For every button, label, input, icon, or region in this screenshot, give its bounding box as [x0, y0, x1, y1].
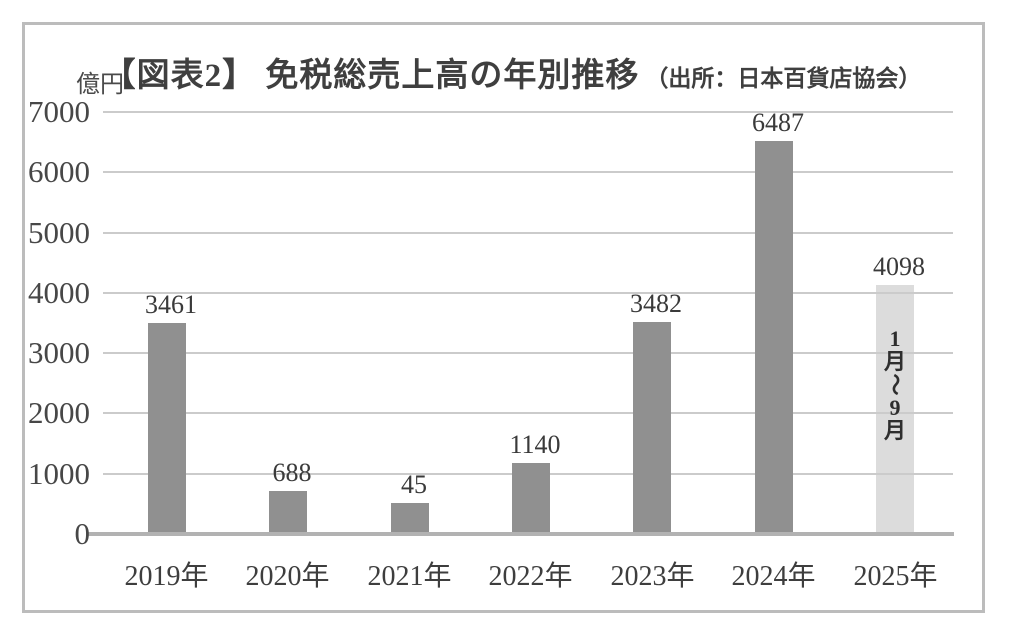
bar-2022年: [512, 463, 550, 532]
bar-period-note-char: 月: [883, 418, 906, 443]
x-axis-line: [88, 532, 954, 536]
bar-value-label: 1140: [509, 430, 561, 459]
gridline: [103, 412, 953, 415]
gridline: [103, 171, 953, 174]
chart-title-main: 【図表2】 免税総売上高の年別推移: [102, 58, 640, 94]
x-axis-label: 2020年: [245, 561, 330, 592]
bar-value-label: 45: [401, 470, 427, 499]
x-axis-label: 2019年: [124, 561, 209, 592]
gridline: [103, 291, 953, 294]
bar-value-label: 3461: [145, 290, 197, 319]
bar-2021年: [391, 503, 429, 532]
y-axis-tick-label: 7000: [28, 94, 90, 129]
bar-value-label: 6487: [752, 108, 804, 137]
y-axis-tick-label: 3000: [28, 335, 90, 371]
x-axis-label: 2024年: [731, 561, 816, 592]
bar-2024年: [755, 141, 793, 532]
bar-period-note-char: 月: [883, 349, 906, 374]
x-axis-label: 2022年: [488, 561, 573, 592]
y-axis-unit-label: 億円: [76, 72, 124, 98]
chart-border: [22, 22, 985, 613]
bar-period-note: 1 月～ 9 月: [876, 327, 914, 442]
y-axis-tick-label: 5000: [28, 214, 90, 250]
plot-area: 7000 6000 5000 4000 3000 2000 1000 0 3461 2019年 68…: [28, 96, 954, 592]
x-axis-label: 2025年: [853, 561, 938, 592]
bar-2023年: [633, 322, 671, 532]
bar-value-label: 3482: [630, 289, 682, 318]
chart-title-source: （出所：日本百貨店協会）: [645, 66, 922, 91]
bar-period-note-char: ～: [882, 373, 908, 396]
bar-value-label: 688: [272, 458, 312, 487]
x-axis-label: 2021年: [367, 561, 452, 592]
y-axis-tick-label: 0: [74, 516, 91, 551]
gridline: [103, 352, 953, 355]
chart-title: 【図表2】 免税総売上高の年別推移 （出所：日本百貨店協会）: [103, 48, 922, 96]
x-axis-label: 2023年: [610, 561, 695, 592]
y-axis-tick-label: 4000: [28, 274, 90, 310]
y-axis-tick-label: 6000: [28, 154, 90, 190]
gridline: [103, 231, 953, 234]
bar-2019年: [148, 323, 186, 532]
y-axis-tick-label: 1000: [28, 455, 90, 491]
gridline: [103, 111, 953, 113]
bar-2020年: [269, 491, 307, 532]
bar-value-label: 4098: [873, 252, 925, 281]
y-axis-tick-label: 2000: [28, 395, 90, 431]
bar-period-note-char: 9: [889, 395, 901, 420]
bar-2025年: [876, 285, 914, 532]
bar-period-note-char: 1: [889, 326, 901, 351]
